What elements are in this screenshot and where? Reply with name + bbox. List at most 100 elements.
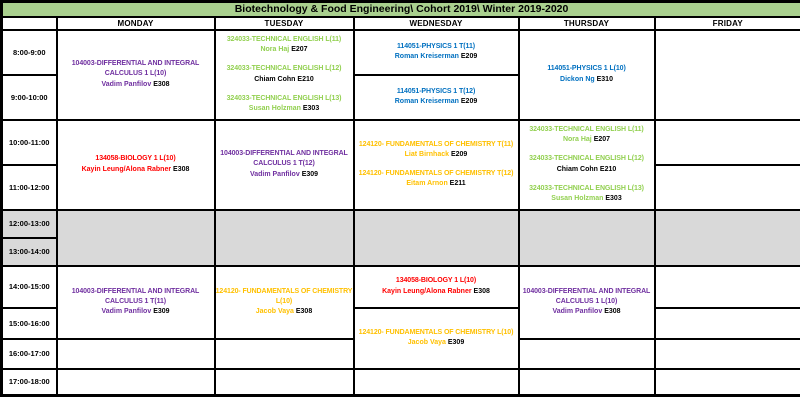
cell-wednesday-14-15[interactable]: 134058-BIOLOGY 1 L(10) Kayin Leung/Alona … — [352, 264, 520, 309]
time-cell-13-14[interactable]: 13:00-14:00 — [0, 236, 58, 267]
time-cell-9-10[interactable]: 9:00-10:00 — [0, 73, 58, 121]
course-title: 134058-BIOLOGY 1 L(10) — [95, 155, 176, 163]
instructor-name: Liat Birnhack — [404, 150, 450, 158]
room-label: E211 — [449, 180, 466, 188]
course-title: 324033-TECHNICAL ENGLISH L(13) — [529, 184, 644, 192]
room-label: E308 — [473, 287, 490, 295]
cell-friday-16-17[interactable] — [653, 337, 800, 370]
cell-wednesday-15-17[interactable]: 124120- FUNDAMENTALS OF CHEMISTRY L(10) J… — [352, 306, 520, 370]
cell-tuesday-16-17[interactable] — [213, 337, 355, 370]
course-person-line: Kayin Leung/Alona Rabner E308 — [356, 287, 517, 297]
instructor-name: Susan Holzman — [248, 104, 301, 112]
course-title: 134058-BIOLOGY 1 L(10) — [395, 277, 477, 285]
room-label: E209 — [460, 98, 478, 105]
cell-monday-16-17[interactable] — [55, 337, 216, 370]
course-title: 324033-TECHNICAL ENGLISH L(12) — [226, 65, 342, 73]
instructor-name: Vadim Panfilov — [101, 308, 152, 316]
course-entry: 104003-DIFFERENTIAL AND INTEGRAL CALCULU… — [217, 149, 352, 180]
course-person-line: Kayin Leung/Alona Rabner E308 — [59, 165, 213, 175]
course-entry: 104003-DIFFERENTIAL AND INTEGRAL CALCULU… — [59, 59, 213, 90]
course-title: 104003-DIFFERENTIAL AND INTEGRAL CALCULU… — [71, 287, 200, 305]
course-entry: 114051-PHYSICS 1 T(11) Roman Kreiserman E… — [356, 42, 517, 62]
course-entry: 324033-TECHNICAL ENGLISH L(12) Chiam Cohn… — [521, 154, 653, 175]
instructor-name: Jacob Vaya — [255, 308, 294, 316]
course-title: 324033-TECHNICAL ENGLISH L(12) — [529, 155, 644, 163]
instructor-name: Chiam Cohn — [556, 165, 598, 173]
cell-monday-17-18[interactable] — [55, 367, 216, 397]
cell-tuesday-8-10[interactable]: 324033-TECHNICAL ENGLISH L(11) Nora Haj E… — [213, 28, 355, 121]
cell-monday-10-12[interactable]: 134058-BIOLOGY 1 L(10) Kayin Leung/Alona … — [55, 118, 216, 211]
room-label: E303 — [302, 104, 320, 112]
day-header-tuesday[interactable]: TUESDAY — [213, 15, 355, 31]
cell-tuesday-14-16[interactable]: 124120- FUNDAMENTALS OF CHEMISTRY L(10) J… — [213, 264, 355, 340]
cell-friday-8-10[interactable] — [653, 28, 800, 121]
cell-wednesday-12-14[interactable] — [352, 208, 520, 267]
room-label: E209 — [450, 150, 468, 158]
course-person-line: Eitam Arnon E211 — [356, 179, 517, 189]
cell-friday-17-18[interactable] — [653, 367, 800, 397]
time-cell-8-9[interactable]: 8:00-9:00 — [0, 28, 58, 76]
course-entry: 124120- FUNDAMENTALS OF CHEMISTRY L(10) J… — [356, 328, 517, 348]
cell-tuesday-10-12[interactable]: 104003-DIFFERENTIAL AND INTEGRAL CALCULU… — [213, 118, 355, 211]
course-entry: 324033-TECHNICAL ENGLISH L(12) Chiam Cohn… — [217, 64, 352, 85]
course-person-line: Chiam Cohn E210 — [217, 75, 352, 85]
cell-thursday-10-12[interactable]: 324033-TECHNICAL ENGLISH L(11) Nora Haj E… — [517, 118, 656, 211]
cell-thursday-12-14[interactable] — [517, 208, 656, 267]
time-cell-17-18[interactable]: 17:00-18:00 — [0, 367, 58, 397]
room-label: E308 — [173, 165, 190, 173]
cell-wednesday-17-18[interactable] — [352, 367, 520, 397]
day-header-thursday[interactable]: THURSDAY — [517, 15, 656, 31]
room-label: E308 — [604, 308, 621, 316]
cell-monday-8-10[interactable]: 104003-DIFFERENTIAL AND INTEGRAL CALCULU… — [55, 28, 216, 121]
time-cell-16-17[interactable]: 16:00-17:00 — [0, 337, 58, 370]
cell-friday-14-15[interactable] — [653, 264, 800, 309]
course-person-line: Jacob Vaya E309 — [356, 338, 517, 348]
course-entry: 104003-DIFFERENTIAL AND INTEGRAL CALCULU… — [59, 287, 213, 317]
room-label: E310 — [596, 75, 613, 83]
cell-tuesday-12-14[interactable] — [213, 208, 355, 267]
time-cell-10-11[interactable]: 10:00-11:00 — [0, 118, 58, 166]
cell-thursday-14-16[interactable]: 104003-DIFFERENTIAL AND INTEGRAL CALCULU… — [517, 264, 656, 340]
course-person-line: Roman Kreiserman E209 — [356, 97, 517, 107]
cell-friday-15-16[interactable] — [653, 306, 800, 340]
time-cell-15-16[interactable]: 15:00-16:00 — [0, 306, 58, 340]
time-cell-11-12[interactable]: 11:00-12:00 — [0, 163, 58, 211]
course-title: 124120- FUNDAMENTALS OF CHEMISTRY L(10) — [215, 287, 353, 305]
course-person-line: Vadim Panfilov E309 — [217, 170, 352, 180]
course-person-line: Liat Birnhack E209 — [356, 150, 517, 160]
instructor-name: Nora Haj — [562, 136, 592, 144]
course-title: 104003-DIFFERENTIAL AND INTEGRAL CALCULU… — [522, 287, 651, 305]
instructor-name: Chiam Cohn — [254, 75, 296, 83]
cell-thursday-8-10[interactable]: 114051-PHYSICS 1 L(10) Dickon Ng E310 — [517, 28, 656, 121]
room-label: E309 — [153, 308, 170, 316]
cell-wednesday-10-12[interactable]: 124120- FUNDAMENTALS OF CHEMISTRY T(11) L… — [352, 118, 520, 211]
time-cell-14-15[interactable]: 14:00-15:00 — [0, 264, 58, 309]
schedule-title: Biotechnology & Food Engineering\ Cohort… — [0, 0, 800, 18]
cell-monday-12-14[interactable] — [55, 208, 216, 267]
cell-thursday-16-17[interactable] — [517, 337, 656, 370]
room-label: E210 — [297, 75, 314, 83]
day-header-friday[interactable]: FRIDAY — [653, 15, 800, 31]
instructor-name: Vadim Panfilov — [249, 170, 300, 178]
cell-wednesday-9-10[interactable]: 114051-PHYSICS 1 T(12) Roman Kreiserman E… — [352, 73, 520, 121]
time-cell-12-13[interactable]: 12:00-13:00 — [0, 208, 58, 239]
cell-tuesday-17-18[interactable] — [213, 367, 355, 397]
cell-thursday-17-18[interactable] — [517, 367, 656, 397]
cell-friday-12-14[interactable] — [653, 208, 800, 267]
course-person-line: Vadim Panfilov E309 — [59, 307, 213, 317]
cell-monday-14-16[interactable]: 104003-DIFFERENTIAL AND INTEGRAL CALCULU… — [55, 264, 216, 340]
course-entry: 324033-TECHNICAL ENGLISH L(13) Susan Holz… — [217, 94, 352, 114]
course-entry: 124120- FUNDAMENTALS OF CHEMISTRY L(10) J… — [215, 287, 353, 317]
course-entry: 114051-PHYSICS 1 L(10) Dickon Ng E310 — [521, 64, 653, 84]
course-person-line: Chiam Cohn E210 — [521, 165, 653, 175]
course-person-line: Vadim Panfilov E308 — [59, 80, 213, 90]
cell-friday-11-12[interactable] — [653, 163, 800, 211]
room-label: E207 — [593, 136, 611, 144]
day-header-wednesday[interactable]: WEDNESDAY — [352, 15, 520, 31]
cell-wednesday-8-9[interactable]: 114051-PHYSICS 1 T(11) Roman Kreiserman E… — [352, 28, 520, 76]
cell-friday-10-11[interactable] — [653, 118, 800, 166]
instructor-name: Jacob Vaya — [407, 339, 446, 346]
day-header-monday[interactable]: MONDAY — [55, 15, 216, 31]
course-entry: 124120- FUNDAMENTALS OF CHEMISTRY T(11) L… — [356, 140, 517, 160]
course-title: 104003-DIFFERENTIAL AND INTEGRAL CALCULU… — [220, 150, 348, 168]
